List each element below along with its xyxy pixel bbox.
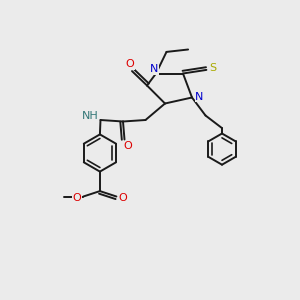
Text: NH: NH [82,111,98,122]
Text: S: S [209,63,217,74]
Text: N: N [195,92,204,102]
Text: N: N [150,64,159,74]
Text: O: O [124,141,133,151]
Text: O: O [118,193,127,203]
Text: O: O [125,59,134,70]
Text: O: O [72,193,81,203]
